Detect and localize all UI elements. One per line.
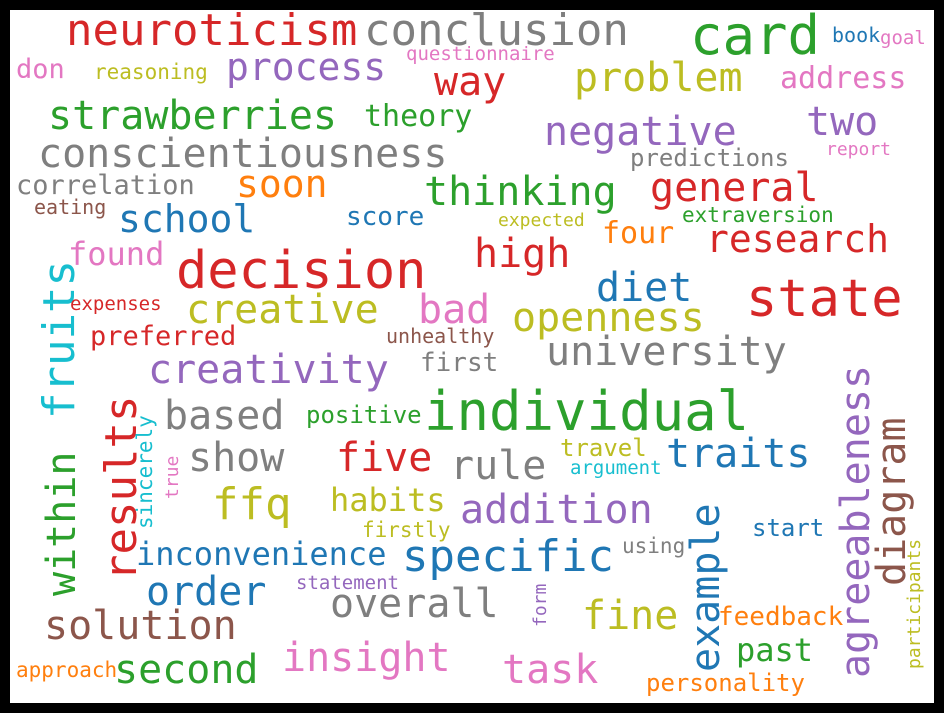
word-sincerely: sincerely (133, 414, 157, 529)
word-rule: rule (450, 442, 547, 489)
word-cloud: neuroticism conclusion card book goal don reas… (10, 10, 934, 703)
word-process: process (226, 44, 387, 89)
word-found: found (68, 235, 165, 274)
word-start: start (752, 513, 825, 542)
word-university: university (546, 328, 787, 375)
word-using: using (622, 533, 686, 558)
word-travel: travel (560, 433, 647, 462)
word-unhealthy: unhealthy (386, 323, 495, 348)
word-five: five (336, 434, 433, 481)
word-habits: habits (330, 481, 446, 520)
word-extraversion: extraversion (682, 202, 834, 227)
word-openness: openness (512, 294, 705, 341)
word-approach: approach (16, 657, 118, 682)
word-example: example (683, 503, 729, 672)
word-addition: addition (460, 486, 653, 533)
word-high: high (474, 230, 571, 277)
word-negative: negative (544, 108, 737, 155)
word-neuroticism: neuroticism (66, 10, 358, 57)
word-insight: insight (282, 634, 451, 681)
word-order: order (146, 568, 267, 615)
word-second: second (114, 646, 259, 693)
word-conscientiousness: conscientiousness (38, 130, 448, 177)
word-book: book (832, 22, 881, 47)
word-first: first (420, 348, 499, 379)
word-feedback: feedback (718, 602, 844, 633)
word-creative: creative (186, 286, 379, 333)
word-overall: overall (330, 580, 499, 627)
word-traits: traits (666, 430, 811, 477)
word-personality: personality (646, 668, 805, 697)
word-reasoning: reasoning (94, 59, 208, 84)
word-card: card (690, 10, 821, 67)
word-score: score (346, 202, 425, 233)
word-decision: decision (176, 240, 427, 301)
word-inconvenience: inconvenience (136, 535, 387, 574)
word-school: school (118, 196, 256, 241)
word-conclusion: conclusion (364, 10, 629, 57)
word-true: true (162, 455, 183, 499)
word-correlation: correlation (16, 170, 195, 202)
word-based: based (164, 392, 285, 439)
word-fine: fine (582, 592, 679, 639)
word-goal: goal (880, 26, 926, 49)
word-specific: specific (402, 531, 614, 583)
word-bad: bad (418, 286, 491, 333)
word-within: within (39, 451, 85, 596)
word-strawberries: strawberries (48, 92, 337, 139)
word-theory: theory (364, 99, 473, 135)
word-questionnaire: questionnaire (406, 42, 555, 65)
word-four: four (602, 216, 675, 252)
word-preferred: preferred (90, 321, 237, 353)
word-expected: expected (498, 209, 585, 231)
word-predictions: predictions (630, 143, 789, 172)
word-creativity: creativity (148, 346, 389, 393)
word-individual: individual (424, 379, 750, 443)
word-argument: argument (570, 456, 662, 479)
word-solution: solution (44, 602, 237, 649)
word-soon: soon (236, 161, 328, 206)
word-ffq: ffq (212, 479, 292, 531)
word-problem: problem (574, 54, 743, 101)
word-task: task (502, 646, 599, 693)
word-expenses: expenses (70, 292, 162, 315)
word-address: address (780, 61, 907, 97)
word-form: form (530, 583, 551, 627)
word-eating: eating (34, 194, 107, 219)
word-past: past (736, 631, 814, 670)
word-fruits: fruits (34, 260, 85, 420)
word-firstly: firstly (362, 517, 451, 542)
word-research: research (706, 216, 890, 261)
word-report: report (826, 138, 892, 160)
word-show: show (188, 434, 285, 481)
word-two: two (806, 98, 879, 145)
word-way: way (434, 58, 507, 105)
word-positive: positive (306, 400, 422, 429)
word-thinking: thinking (424, 168, 617, 215)
word-don: don (16, 54, 65, 86)
word-participants: participants (904, 538, 925, 669)
word-state: state (746, 268, 903, 329)
word-general: general (650, 164, 819, 211)
word-diet: diet (596, 264, 693, 311)
word-statement: statement (296, 571, 399, 594)
